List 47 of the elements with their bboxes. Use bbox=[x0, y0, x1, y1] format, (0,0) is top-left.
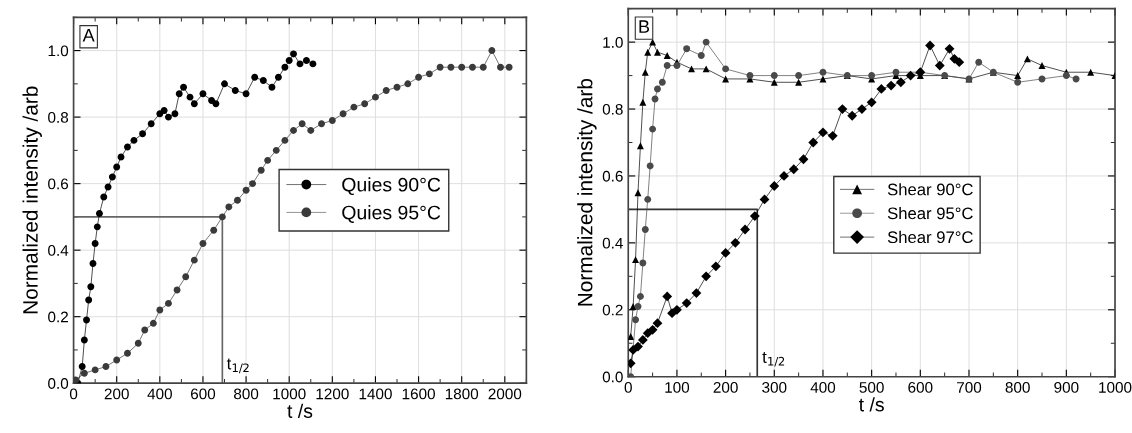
y-tick-label: 1.0 bbox=[48, 45, 69, 57]
x-tick-label: 0 bbox=[69, 388, 78, 400]
y-tick-label: 0.2 bbox=[602, 304, 623, 316]
x-tick-label: 900 bbox=[1054, 381, 1079, 393]
y-tick-label: 0.4 bbox=[48, 245, 69, 256]
x-axis-title: t /s bbox=[287, 403, 313, 418]
annotation: A bbox=[82, 28, 95, 42]
x-tick-label: 400 bbox=[810, 381, 836, 393]
legend-label: Shear 90°C bbox=[887, 183, 973, 196]
y-tick-label: 0.6 bbox=[602, 170, 623, 182]
y-tick-label: 0.2 bbox=[48, 311, 68, 323]
legend-label: Quies 95°C bbox=[342, 205, 441, 223]
x-tick-label: 700 bbox=[957, 381, 982, 393]
y-tick-label: 0.0 bbox=[602, 371, 623, 383]
y-axis-title: Normalized intensity /arb bbox=[22, 86, 42, 314]
x-tick-label: 1600 bbox=[402, 388, 435, 400]
x-tick-label: 2000 bbox=[488, 388, 522, 400]
legend-label: Shear 97°C bbox=[887, 230, 973, 244]
y-tick-label: 0.8 bbox=[602, 103, 623, 115]
x-tick-label: 1200 bbox=[316, 388, 349, 400]
x-tick-label: 300 bbox=[762, 381, 787, 393]
x-tick-label: 100 bbox=[665, 381, 690, 393]
x-tick-label: 600 bbox=[908, 381, 933, 393]
x-tick-label: 400 bbox=[147, 388, 172, 400]
x-tick-label: 500 bbox=[859, 381, 884, 393]
x-tick-label: 1800 bbox=[445, 388, 479, 400]
y-tick-label: 0.0 bbox=[48, 378, 69, 389]
annotation: t$_{1/2}$ bbox=[762, 352, 785, 367]
annotation: B bbox=[639, 20, 650, 33]
legend-label: Shear 95°C bbox=[887, 207, 973, 220]
y-axis-title: Normalized intensity /arb bbox=[577, 78, 597, 306]
x-axis-title: t /s bbox=[858, 397, 884, 412]
x-tick-label: 200 bbox=[104, 388, 129, 400]
y-tick-label: 0.8 bbox=[48, 111, 69, 123]
x-tick-label: 0 bbox=[624, 381, 632, 393]
x-tick-label: 1000 bbox=[273, 388, 306, 400]
y-tick-label: 1.0 bbox=[603, 36, 623, 48]
y-tick-label: 0.6 bbox=[48, 178, 69, 190]
x-tick-label: 200 bbox=[713, 381, 738, 393]
x-tick-label: 800 bbox=[234, 388, 259, 400]
x-tick-label: 800 bbox=[1005, 381, 1030, 393]
legend-label: Quies 90°C bbox=[342, 177, 441, 196]
x-tick-label: 1000 bbox=[1099, 381, 1132, 393]
annotation: t$_{1/2}$ bbox=[226, 358, 249, 374]
y-tick-label: 0.4 bbox=[602, 237, 623, 249]
x-tick-label: 1400 bbox=[359, 388, 392, 400]
x-tick-label: 600 bbox=[190, 388, 216, 400]
